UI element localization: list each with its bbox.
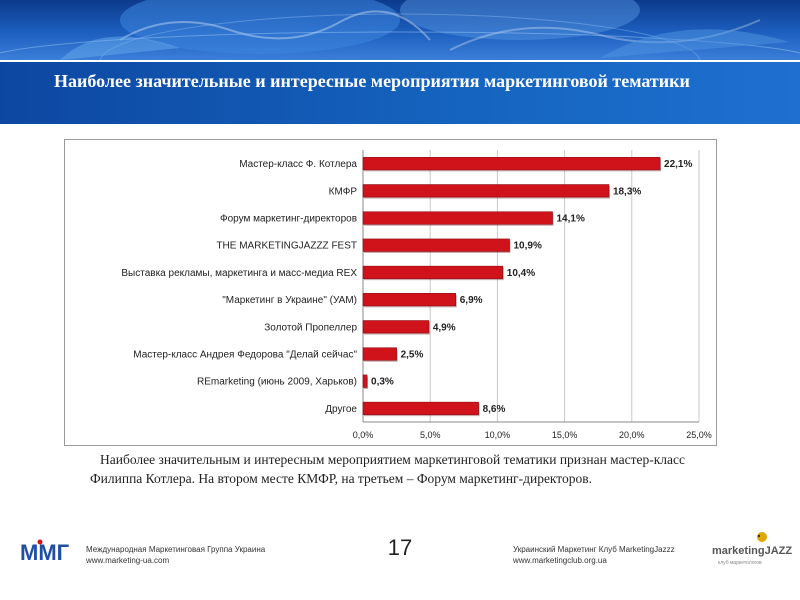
category-label: Мастер-класс Ф. Котлера xyxy=(239,159,357,170)
value-label: 14,1% xyxy=(557,214,585,225)
bar xyxy=(362,320,430,334)
value-label: 2,5% xyxy=(401,350,424,361)
slide-caption: Наиболее значительным и интересным мероп… xyxy=(90,452,686,486)
x-tick-label: 5,0% xyxy=(420,430,441,440)
page-number: 17 xyxy=(387,535,413,560)
value-label: 4,9% xyxy=(433,322,456,333)
footer-right-url[interactable]: www.marketingclub.org.ua xyxy=(513,556,607,565)
value-label: 18,3% xyxy=(613,186,641,197)
footer-right-org: Украинский Маркетинг Клуб MarketingJazzz xyxy=(513,545,675,554)
marketingjazzz-logo-tagline: клуб маркетологов xyxy=(718,560,762,566)
category-label: Золотой Пропеллер xyxy=(264,322,357,333)
category-label: Другое xyxy=(325,404,357,415)
x-tick-label: 20,0% xyxy=(619,430,645,440)
category-label: КМФР xyxy=(329,186,358,197)
value-label: 6,9% xyxy=(460,295,483,306)
bar xyxy=(362,374,368,388)
mmg-logo: ММГ xyxy=(20,539,78,568)
footer-left: Международная Маркетинговая Группа Украи… xyxy=(86,544,265,566)
marketingjazzz-logo: marketingJAZZZ клуб маркетологов xyxy=(712,528,799,568)
bar-chart: 0,0% 5,0% 10,0% 15,0% 20,0% 25,0% Мастер-класс… xyxy=(121,150,712,440)
category-label: Мастер-класс Андрея Федорова "Делай сейч… xyxy=(133,350,357,361)
x-tick-label: 15,0% xyxy=(552,430,578,440)
title-banner xyxy=(0,62,800,124)
bar xyxy=(362,347,397,361)
x-tick-label: 10,0% xyxy=(485,430,511,440)
value-label: 10,9% xyxy=(513,241,541,252)
bar xyxy=(362,401,479,415)
mmg-logo-icon: ММГ xyxy=(20,539,70,565)
value-label: 0,3% xyxy=(371,377,394,388)
x-tick-label: 0,0% xyxy=(353,430,374,440)
value-label: 10,4% xyxy=(507,268,535,279)
header-world-map-image xyxy=(0,0,800,60)
x-tick-label: 25,0% xyxy=(686,430,712,440)
category-label: Форум маркетинг-директоров xyxy=(220,214,357,225)
world-map-graphic xyxy=(0,0,800,60)
chart-frame: 0,0% 5,0% 10,0% 15,0% 20,0% 25,0% Мастер-класс… xyxy=(64,139,717,446)
category-label: "Маркетинг в Украине" (УАМ) xyxy=(222,295,357,306)
category-label: Выставка рекламы, маркетинга и масс-меди… xyxy=(121,268,357,279)
value-label: 8,6% xyxy=(483,404,506,415)
bar xyxy=(362,265,504,279)
category-label: THE MARKETINGJAZZZ FEST xyxy=(216,241,357,252)
slide-title: Наиболее значительные и интересные мероп… xyxy=(54,71,690,91)
marketingjazzz-logo-icon: marketingJAZZZ клуб маркетологов xyxy=(712,532,799,566)
footer-left-org: Международная Маркетинговая Группа Украи… xyxy=(86,545,266,554)
marketingjazzz-logo-text: marketingJAZZZ xyxy=(712,545,792,557)
mmg-logo-text: ММГ xyxy=(20,540,70,563)
bar xyxy=(362,293,457,307)
bar xyxy=(362,238,510,252)
bar xyxy=(362,211,553,225)
category-label: REmarketing (июнь 2009, Харьков) xyxy=(197,377,357,388)
bar xyxy=(362,184,610,198)
footer-right: Украинский Маркетинг Клуб MarketingJazzz… xyxy=(513,544,675,566)
value-label: 22,1% xyxy=(664,159,692,170)
bar xyxy=(362,157,661,171)
footer-left-url[interactable]: www.marketing-ua.com xyxy=(86,556,170,565)
